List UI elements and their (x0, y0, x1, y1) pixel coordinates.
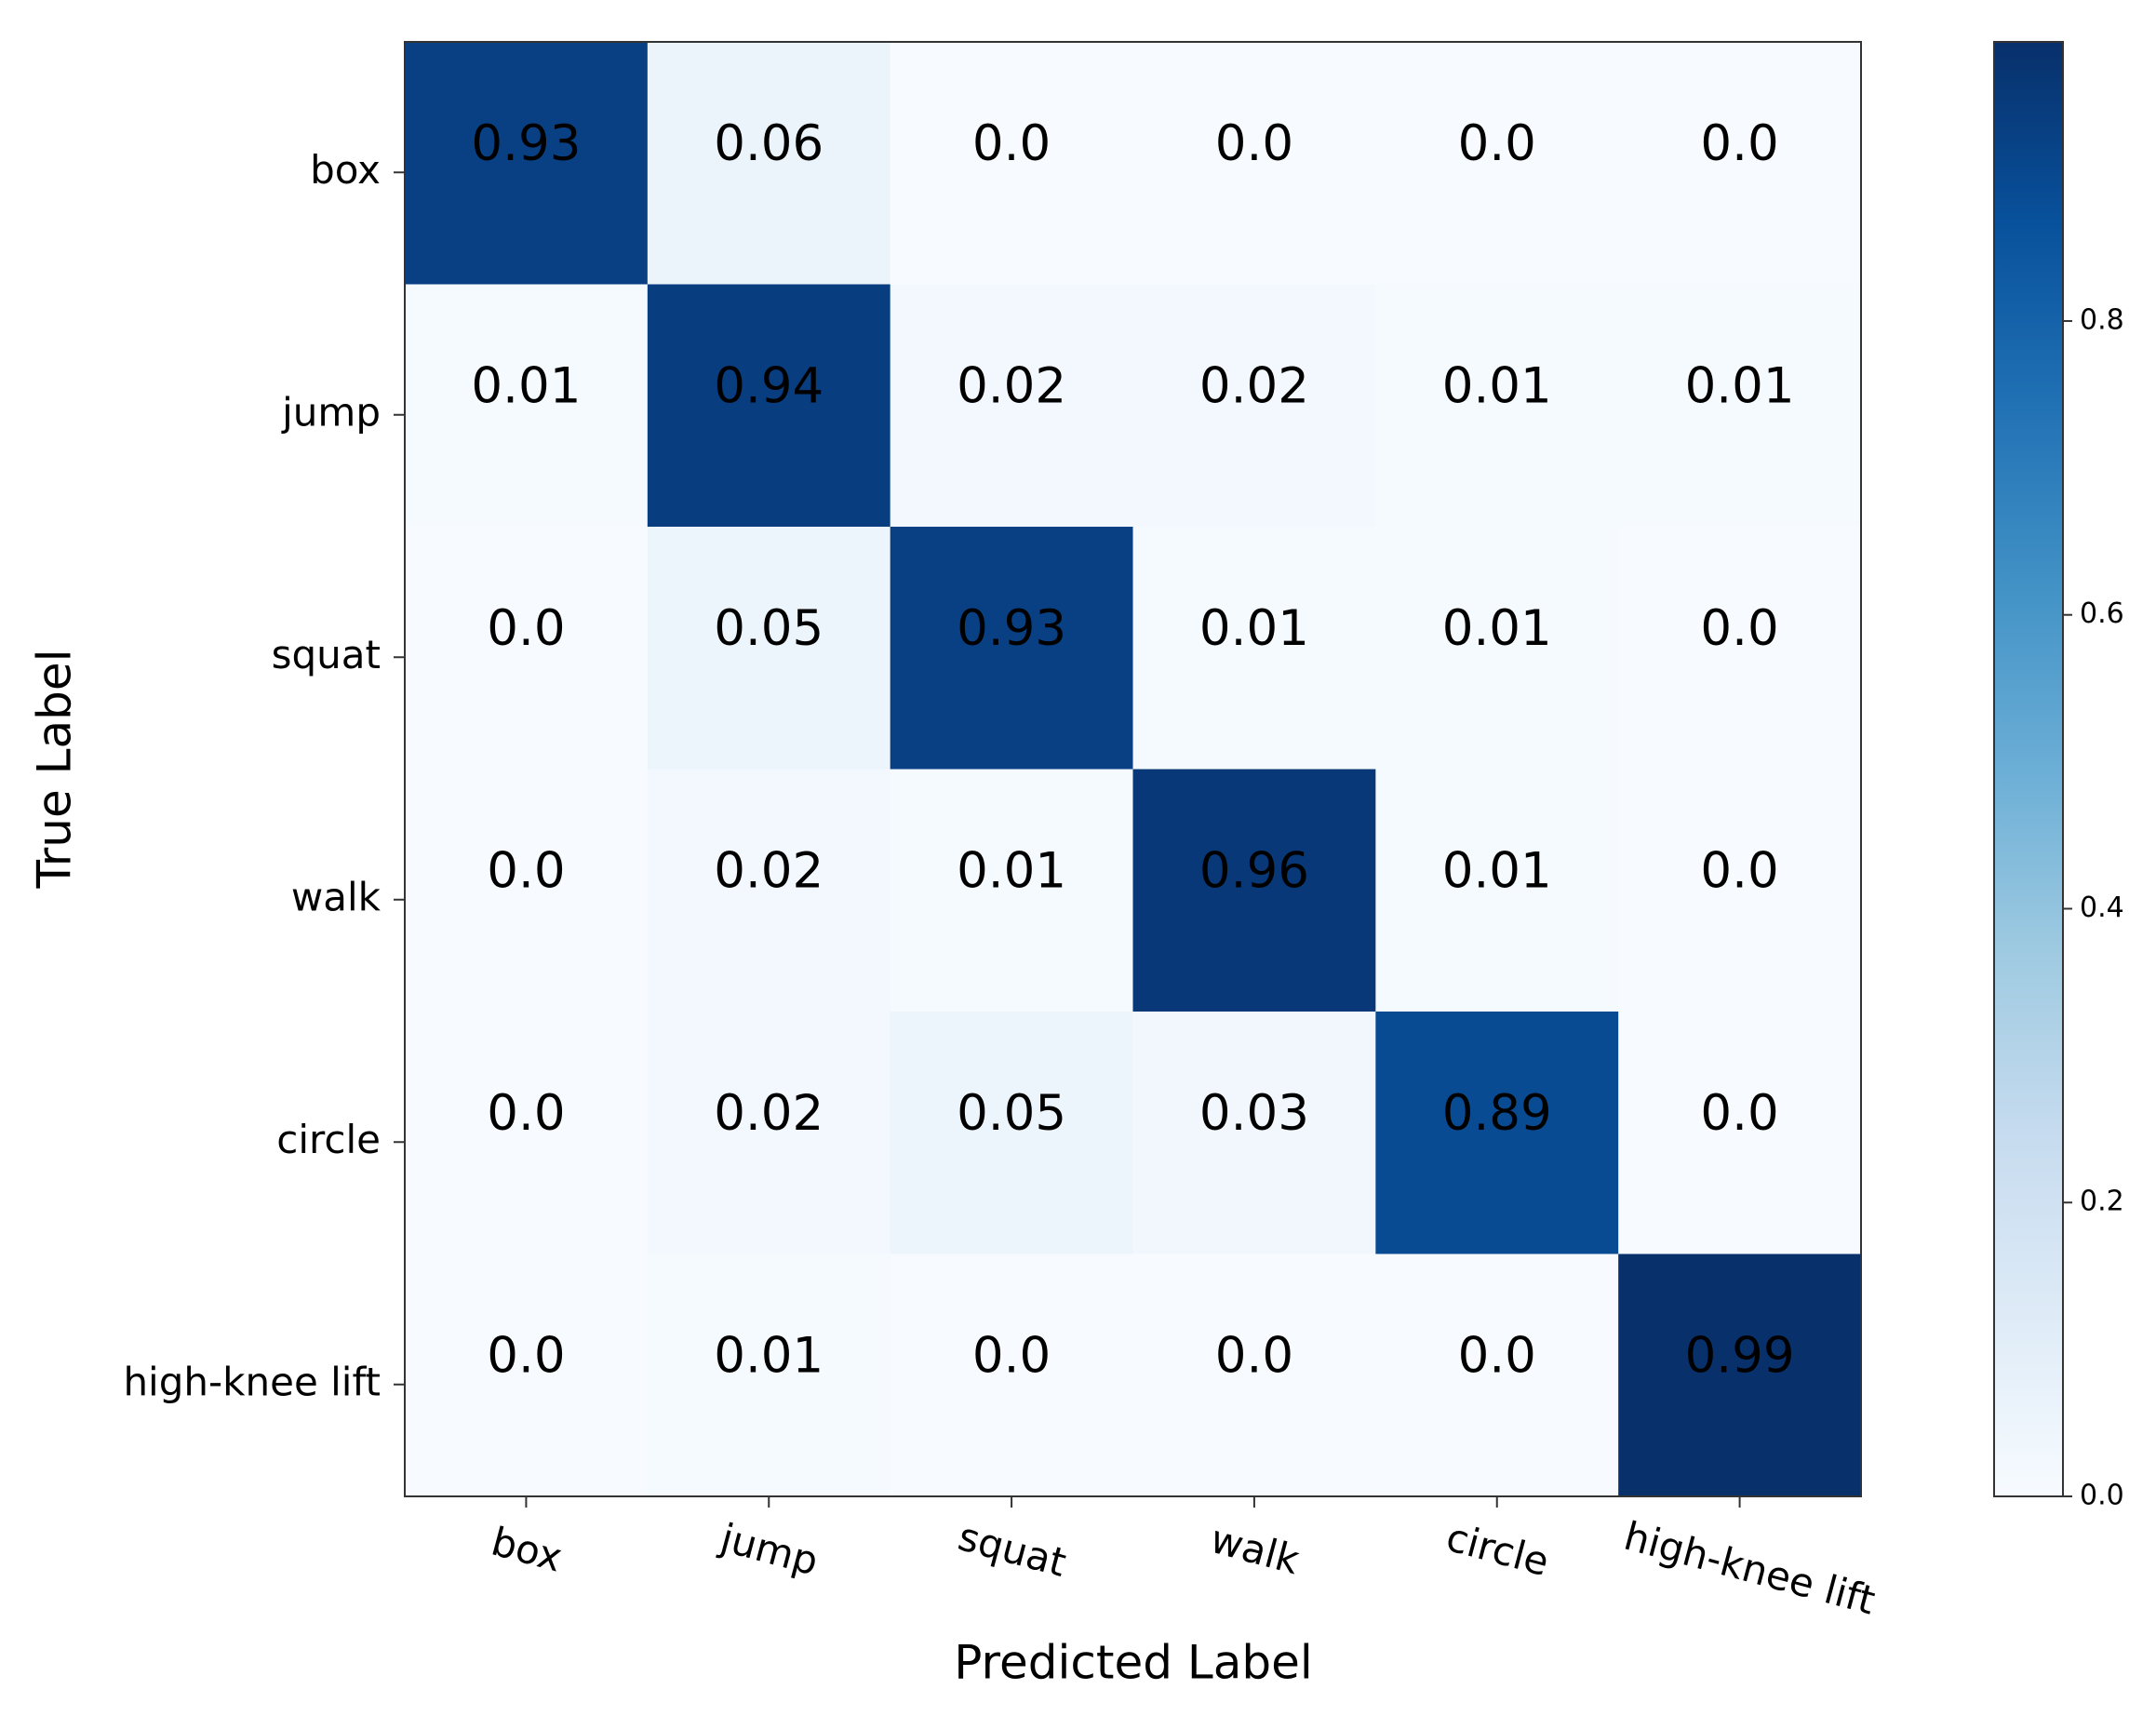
cell-label: 0.05 (714, 600, 824, 657)
heatmap-cell (890, 527, 1133, 770)
cell-label: 0.01 (957, 842, 1066, 899)
x-tick-label: high-knee lift (1619, 1513, 1880, 1624)
heatmap-cell (405, 42, 649, 285)
cell-label: 0.93 (957, 600, 1066, 657)
x-tick-label: box (487, 1519, 567, 1581)
x-tick-label: jump (716, 1514, 824, 1584)
cell-label: 0.0 (1215, 115, 1293, 172)
heatmap-cell (405, 527, 649, 770)
x-tick-label: circle (1441, 1514, 1554, 1585)
heatmap-cell (1132, 284, 1376, 528)
y-tick-label: box (310, 147, 381, 193)
heatmap-cell (1618, 284, 1862, 528)
heatmap-cell (1375, 284, 1619, 528)
heatmap-cell (405, 769, 649, 1012)
cell-label: 0.94 (714, 357, 824, 414)
heatmap-cell (1132, 42, 1376, 285)
heatmap-cell (1618, 1012, 1862, 1254)
y-tick-label: jump (281, 389, 381, 435)
heatmap-cell (1375, 1253, 1619, 1497)
heatmap-cell (1618, 42, 1862, 285)
cell-label: 0.0 (972, 115, 1051, 172)
cell-label: 0.0 (1458, 1327, 1536, 1384)
heatmap-cell (647, 42, 891, 285)
cell-label: 0.0 (1700, 600, 1778, 657)
cell-label: 0.02 (714, 842, 824, 899)
cell-label: 0.0 (1458, 115, 1536, 172)
y-tick-label: circle (276, 1117, 381, 1162)
cell-label: 0.01 (714, 1327, 824, 1384)
heatmap-cell (647, 1253, 891, 1497)
cell-label: 0.01 (1442, 600, 1552, 657)
cell-label: 0.0 (1700, 842, 1778, 899)
x-tick-label: squat (954, 1513, 1071, 1586)
heatmap-cell (890, 284, 1133, 528)
heatmap-cell (1375, 527, 1619, 770)
cell-label: 0.05 (957, 1085, 1066, 1142)
cell-label: 0.0 (487, 600, 565, 657)
heatmap-cell (1132, 769, 1376, 1012)
colorbar (1993, 41, 2064, 1497)
cell-label: 0.03 (1199, 1085, 1309, 1142)
heatmap-cell (405, 1012, 649, 1254)
cell-label: 0.0 (1700, 115, 1778, 172)
cell-label: 0.02 (1199, 357, 1309, 414)
cell-label: 0.01 (1442, 842, 1552, 899)
heatmap-cell (1375, 769, 1619, 1012)
cell-label: 0.02 (714, 1085, 824, 1142)
x-tick-label: walk (1206, 1516, 1305, 1583)
cell-label: 0.0 (1215, 1327, 1293, 1384)
heatmap-cell (647, 769, 891, 1012)
heatmap-cell (890, 1012, 1133, 1254)
heatmap-cell (1132, 1253, 1376, 1497)
cell-label: 0.06 (714, 115, 824, 172)
heatmap-cell (1132, 1012, 1376, 1254)
cell-label: 0.96 (1199, 842, 1309, 899)
heatmap-cell (890, 42, 1133, 285)
heatmap-cell (647, 284, 891, 528)
colorbar-tick-label: 0.0 (2080, 1480, 2124, 1512)
cell-label: 0.0 (487, 1327, 565, 1384)
cell-label: 0.0 (487, 842, 565, 899)
cell-label: 0.99 (1685, 1327, 1795, 1384)
heatmap-cell (1375, 1012, 1619, 1254)
cell-label: 0.93 (471, 115, 581, 172)
cell-label: 0.0 (1700, 1085, 1778, 1142)
plot-frame (404, 41, 1862, 1497)
y-tick-label: high-knee lift (123, 1359, 381, 1404)
heatmap-cell (647, 1012, 891, 1254)
heatmap-cell (1132, 527, 1376, 770)
heatmap-cell (405, 1253, 649, 1497)
cell-label: 0.01 (1685, 357, 1795, 414)
heatmap-cell (405, 284, 649, 528)
cell-label: 0.0 (487, 1085, 565, 1142)
colorbar-tick-label: 0.4 (2080, 892, 2124, 924)
heatmap-cell (890, 769, 1133, 1012)
cell-label: 0.02 (957, 357, 1066, 414)
cell-label: 0.01 (1199, 600, 1309, 657)
colorbar-tick-label: 0.2 (2080, 1186, 2124, 1218)
heatmap-cell (1618, 1253, 1862, 1497)
heatmap-cell (1618, 527, 1862, 770)
x-axis-label: Predicted Label (954, 1636, 1313, 1690)
cell-label: 0.89 (1442, 1085, 1552, 1142)
heatmap-cell (890, 1253, 1133, 1497)
y-axis-label: True Label (28, 650, 82, 890)
colorbar-tick-label: 0.6 (2080, 597, 2124, 630)
y-tick-label: squat (272, 632, 381, 677)
heatmap-cell (647, 527, 891, 770)
y-tick-label: walk (291, 874, 382, 919)
cell-label: 0.01 (471, 357, 581, 414)
cell-label: 0.0 (972, 1327, 1051, 1384)
heatmap-cell (1618, 769, 1862, 1012)
heatmap-cell (1375, 42, 1619, 285)
cell-label: 0.01 (1442, 357, 1552, 414)
colorbar-tick-label: 0.8 (2080, 303, 2124, 336)
